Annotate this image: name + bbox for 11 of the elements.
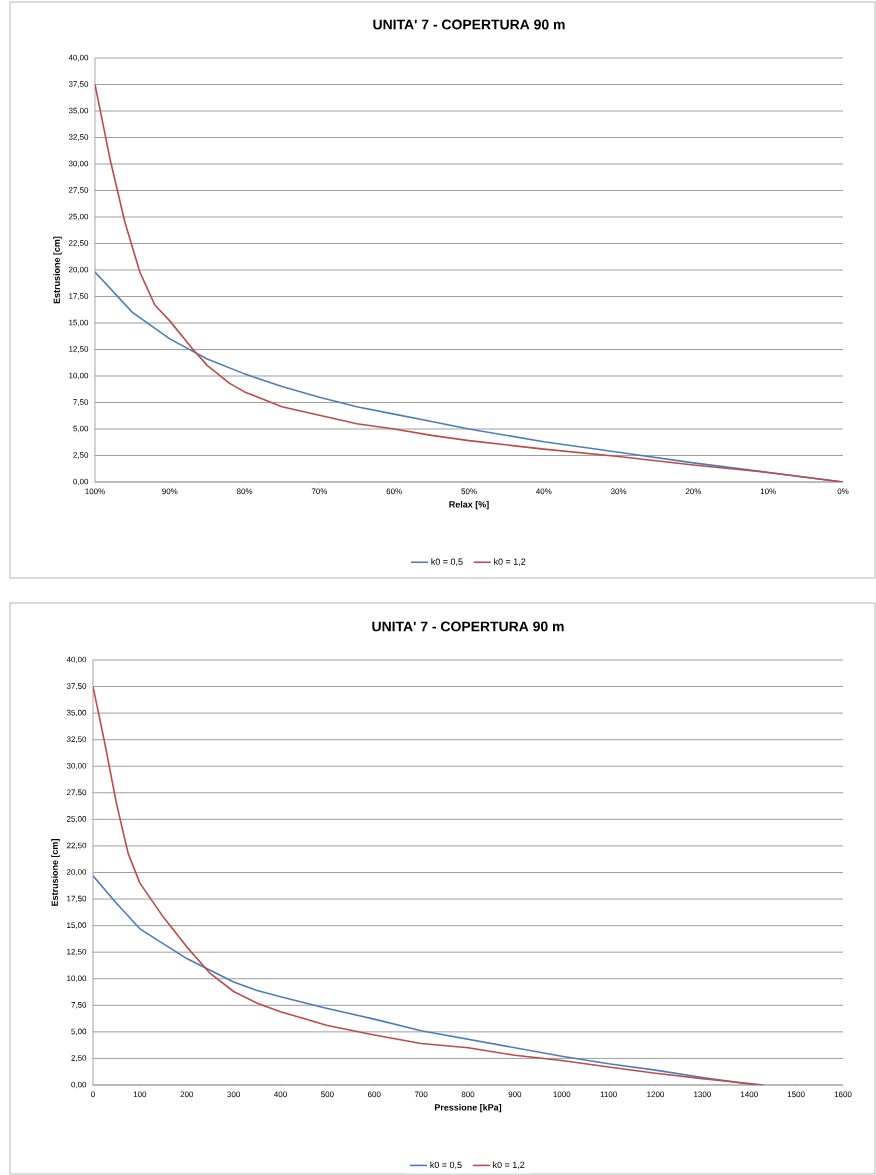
line-series xyxy=(93,685,765,1085)
chart-title: UNITA' 7 - COPERTURA 90 m xyxy=(372,621,564,632)
legend-label: k0 = 1,2 xyxy=(494,558,526,566)
legend-label: k0 = 1,2 xyxy=(493,1161,525,1170)
y-axis-title: Estrusione [cm] xyxy=(51,839,60,906)
legend-label: k0 = 0,5 xyxy=(430,1161,462,1170)
x-axis-title: Pressione [kPa] xyxy=(434,1103,502,1113)
chart-title: UNITA' 7 - COPERTURA 90 m xyxy=(373,19,565,30)
y-axis-title: Estrusione [cm] xyxy=(53,236,62,304)
legend-label: k0 = 0,5 xyxy=(431,558,463,566)
x-axis-title: Relax [%] xyxy=(449,501,489,510)
